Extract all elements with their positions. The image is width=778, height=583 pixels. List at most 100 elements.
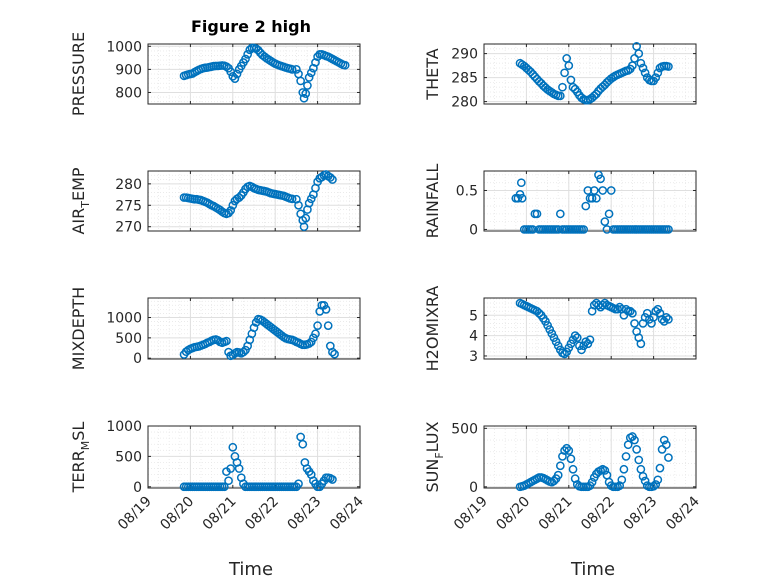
data-point <box>634 455 644 465</box>
data-point <box>568 82 578 92</box>
y-label-subscript: T <box>79 201 92 209</box>
panel-mixdepth: 0 500 1000 MIXDEPTH <box>69 287 361 370</box>
axes-box <box>483 297 697 360</box>
x-axis-label: Time <box>228 559 273 580</box>
data-point <box>592 193 601 203</box>
data-point <box>664 62 673 71</box>
panel-theta: 280 285 290 THETA <box>423 42 697 111</box>
y-tick-label: 800 <box>115 85 142 101</box>
data-point <box>560 446 569 455</box>
y-tick-label: 0 <box>469 480 478 496</box>
data-point <box>224 208 233 218</box>
panel-h2omixra: 3 4 5 H2OMIXRA <box>423 286 697 371</box>
y-tick-label: 5 <box>469 308 478 324</box>
data-point <box>526 67 535 77</box>
data-point <box>651 306 661 316</box>
data-point <box>625 306 635 316</box>
y-axis-label: RAINFALL <box>423 164 442 239</box>
data-point <box>304 198 314 208</box>
data-point <box>661 440 671 450</box>
y-tick-label: 0 <box>133 480 142 496</box>
x-tick-label: 08/19 <box>451 494 491 534</box>
x-tick-label: 08/20 <box>493 494 533 534</box>
y-tick-label: 0.5 <box>456 183 478 199</box>
data-point <box>313 321 322 331</box>
data-point <box>253 45 263 55</box>
y-label-rest: SL <box>69 422 88 441</box>
data-point <box>600 217 610 226</box>
x-tick-label: 08/22 <box>578 494 618 534</box>
data-point <box>579 225 588 234</box>
data-point <box>222 62 231 71</box>
data-point <box>657 315 667 324</box>
y-axis-label: TERRMSL <box>69 422 92 494</box>
axes-box <box>147 425 361 489</box>
y-tick-label: 270 <box>115 220 142 236</box>
axes-box <box>147 297 361 360</box>
data-point <box>634 49 644 58</box>
y-tick-label: 900 <box>115 62 142 78</box>
data-point <box>296 76 305 86</box>
data-point <box>632 445 641 454</box>
data-point <box>598 186 608 195</box>
y-label-subscript: F <box>433 452 446 458</box>
data-point <box>583 186 593 195</box>
data-point <box>604 209 614 219</box>
y-tick-label: 285 <box>451 71 478 87</box>
data-point <box>621 304 631 314</box>
x-tick-label: 08/19 <box>115 494 155 534</box>
data-point <box>517 193 527 203</box>
y-axis-label: MIXDEPTH <box>69 287 88 370</box>
data-point <box>589 186 599 195</box>
y-tick-label: 275 <box>115 198 142 214</box>
x-tick-label: 08/23 <box>285 494 325 534</box>
x-tick-label: 08/24 <box>663 493 703 533</box>
data-point <box>581 201 591 211</box>
panel-rainfall: 0 0.5 RAINFALL <box>423 164 697 239</box>
data-point <box>528 69 538 79</box>
data-point <box>228 71 238 81</box>
y-tick-label: 280 <box>115 177 142 193</box>
data-point <box>657 445 667 454</box>
data-point <box>596 174 605 184</box>
x-tick-label: 08/21 <box>200 494 240 534</box>
figure-title: Figure 2 high <box>191 17 311 36</box>
data-point <box>628 308 637 318</box>
data-point <box>298 439 308 449</box>
y-tick-label: 0 <box>469 222 478 238</box>
data-point <box>553 470 563 480</box>
data-point <box>549 476 559 486</box>
y-label-main: AIR <box>69 208 88 235</box>
data-point <box>600 466 610 475</box>
data-point <box>664 225 673 234</box>
data-point <box>294 479 303 489</box>
data-point <box>638 63 648 73</box>
data-point <box>555 209 565 219</box>
y-tick-label: 0 <box>133 351 142 367</box>
y-tick-label: 1000 <box>106 419 142 435</box>
data-point <box>294 200 303 210</box>
data-point <box>311 329 320 339</box>
data-point <box>564 61 574 70</box>
data-point <box>299 93 309 103</box>
data-point <box>301 89 311 98</box>
axes-box <box>483 425 697 489</box>
data-point <box>317 172 327 182</box>
data-point <box>306 194 316 204</box>
data-point <box>630 54 639 63</box>
y-label-rest: LUX <box>423 421 442 452</box>
data-point <box>532 209 542 219</box>
data-point <box>664 315 673 324</box>
data-point <box>328 475 337 484</box>
data-point <box>219 482 229 492</box>
y-axis-label: AIRTEMP <box>69 167 92 234</box>
y-tick-label: 1000 <box>106 39 142 55</box>
data-point <box>602 225 612 234</box>
x-axis-label: Time <box>570 559 615 580</box>
data-point <box>306 68 316 78</box>
y-axis-label: PRESSURE <box>69 32 88 116</box>
data-point <box>328 347 337 357</box>
y-tick-label: 1000 <box>106 311 142 327</box>
data-point <box>640 476 650 486</box>
data-point <box>653 475 663 485</box>
